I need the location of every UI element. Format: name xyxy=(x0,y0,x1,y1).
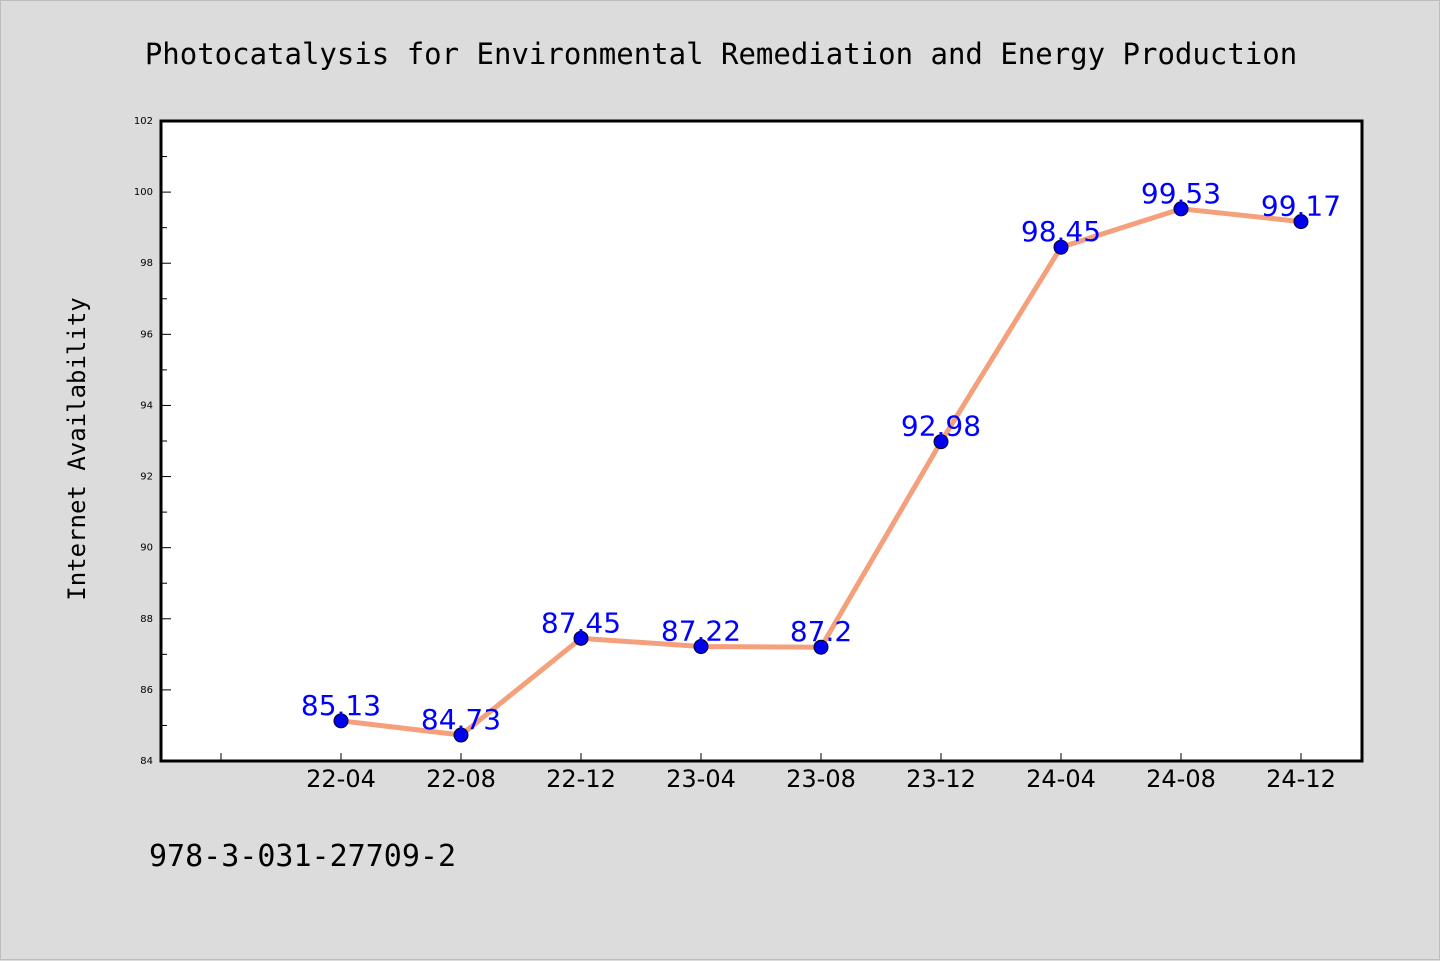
data-label: 85.13 xyxy=(301,689,381,722)
x-tick-label: 22-08 xyxy=(426,765,496,793)
data-point-group xyxy=(333,201,1309,743)
data-label: 84.73 xyxy=(421,703,501,736)
x-tick-label: 22-12 xyxy=(546,765,616,793)
data-label: 98.45 xyxy=(1021,215,1101,248)
data-label: 99.53 xyxy=(1141,177,1221,210)
y-tick-label: 92 xyxy=(140,472,153,483)
data-point xyxy=(813,639,829,655)
isbn-text: 978-3-031-27709-2 xyxy=(149,839,456,874)
y-tick-label: 90 xyxy=(140,543,153,554)
x-tick-label: 23-12 xyxy=(906,765,976,793)
data-point xyxy=(1173,201,1189,217)
x-tick-label: 22-04 xyxy=(306,765,376,793)
y-axis-label: Internet Availability xyxy=(63,297,91,600)
chart-title: Photocatalysis for Environmental Remedia… xyxy=(145,37,1297,71)
data-point xyxy=(333,713,349,729)
x-tick-label: 24-04 xyxy=(1026,765,1096,793)
y-tick-label: 84 xyxy=(140,756,153,767)
data-label-group: 85.13 84.73 87.45 87.22 87.2 92.98 98.45 99.53 9… xyxy=(301,177,1341,736)
data-point xyxy=(933,434,949,450)
y-tick-label: 88 xyxy=(140,614,153,625)
y-axis-ticks: 84 86 88 90 92 94 96 98 100 102 xyxy=(134,116,171,767)
data-point xyxy=(453,727,469,743)
y-tick-label: 98 xyxy=(140,258,153,269)
data-label: 87.45 xyxy=(541,606,621,639)
data-point xyxy=(1293,214,1309,230)
x-tick-label: 23-08 xyxy=(786,765,856,793)
data-label: 92.98 xyxy=(901,410,981,443)
data-point xyxy=(1053,239,1069,255)
x-tick-label: 23-04 xyxy=(666,765,736,793)
x-tick-label: 24-12 xyxy=(1266,765,1336,793)
x-tick-label: 24-08 xyxy=(1146,765,1216,793)
y-tick-label: 94 xyxy=(140,400,153,411)
y-tick-label: 102 xyxy=(134,116,153,127)
plot-area xyxy=(159,119,1364,763)
y-tick-label: 100 xyxy=(134,187,153,198)
data-point xyxy=(573,630,589,646)
data-point xyxy=(693,639,709,655)
data-label: 87.22 xyxy=(661,615,741,648)
data-label: 87.2 xyxy=(790,615,852,648)
y-tick-label: 86 xyxy=(140,685,153,696)
x-axis-ticks: 22-04 22-08 22-12 23-04 23-08 23-12 24-04 24-08… xyxy=(220,753,1336,793)
y-tick-label: 96 xyxy=(140,329,153,340)
data-label: 99.17 xyxy=(1261,190,1341,223)
